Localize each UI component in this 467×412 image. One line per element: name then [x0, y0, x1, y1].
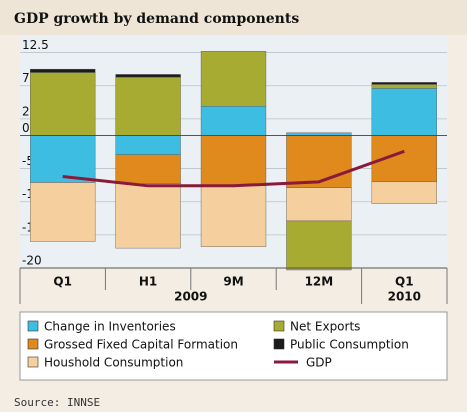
bar-segment [200, 51, 267, 107]
legend-label: Grossed Fixed Capital Formation [44, 338, 238, 352]
gdp-line [62, 149, 405, 188]
y-tick-label: -5 [22, 154, 34, 168]
bar-segment [30, 72, 96, 136]
bar-segment [371, 82, 437, 85]
legend-label: GDP [306, 356, 332, 370]
bar-segment [200, 106, 267, 136]
bar-segment [115, 183, 181, 249]
legend-box [19, 311, 448, 381]
legend-swatch [273, 320, 285, 332]
x-tick-label: Q1 [395, 275, 414, 289]
legend-label: Public Consumption [290, 338, 409, 352]
legend-label: Houshold Consumption [44, 356, 183, 370]
bar-segment [286, 187, 352, 222]
title-bar [0, 0, 467, 35]
bar-segment [115, 76, 181, 136]
bar-segment [30, 182, 96, 242]
bar-segment [115, 154, 181, 185]
y-tick-label: 0 [22, 121, 30, 135]
bar-segment [371, 88, 437, 136]
legend-swatch [27, 356, 39, 368]
x-group-label: 2009 [174, 290, 207, 304]
bar-segment [371, 84, 437, 89]
bar-segment [115, 74, 181, 78]
x-tick-label: 12M [305, 275, 334, 289]
chart-title: GDP growth by demand components [14, 11, 299, 27]
x-tick-label: 9M [223, 275, 243, 289]
bar-segment [200, 185, 267, 247]
legend-label: Change in Inventories [44, 320, 176, 334]
x-tick-label: H1 [139, 275, 157, 289]
bar-segment [286, 220, 352, 271]
bar-segment [286, 135, 352, 188]
bar-segment [200, 135, 267, 187]
legend-swatch [27, 338, 39, 350]
bar-segment [30, 68, 96, 73]
y-tick-label: -20 [22, 254, 42, 268]
bar-segment [30, 135, 96, 183]
legend-swatch [273, 338, 285, 350]
legend-label: Net Exports [290, 320, 360, 334]
bar-segment [371, 181, 437, 204]
source: Source: INNSE [14, 396, 100, 409]
y-tick-label: 12.5 [22, 38, 49, 52]
x-group-label: 2010 [388, 290, 421, 304]
bar-segment [115, 135, 181, 155]
legend-swatch [27, 320, 39, 332]
x-tick-label: Q1 [53, 275, 72, 289]
